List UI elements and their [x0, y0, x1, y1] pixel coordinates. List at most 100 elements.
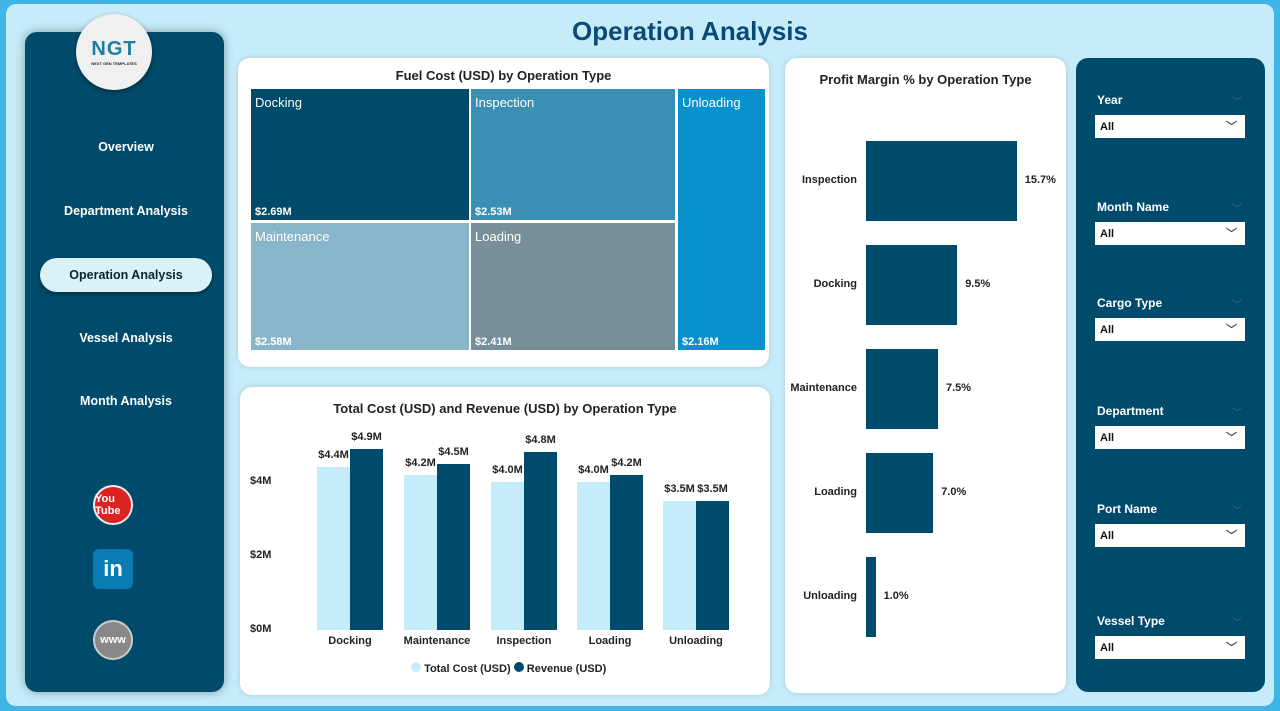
nav-overview[interactable]: Overview — [98, 140, 154, 154]
filter-value: All — [1100, 324, 1115, 336]
data-label: 7.0% — [941, 486, 967, 498]
revenue-bar[interactable] — [350, 448, 383, 630]
cost-revenue-title: Total Cost (USD) and Revenue (USD) by Op… — [333, 401, 677, 416]
y-tick-label: $2M — [250, 549, 272, 561]
revenue-bar[interactable] — [696, 500, 729, 630]
chevron-down-icon[interactable]: ﹀ — [1232, 506, 1242, 517]
profit-bar[interactable] — [866, 245, 958, 325]
cost-bar[interactable] — [491, 482, 524, 630]
x-tick-label: Loading — [588, 635, 632, 647]
profit-bar[interactable] — [866, 557, 876, 637]
globe-icon[interactable]: www — [93, 620, 133, 660]
treemap-tile[interactable]: Docking $2.69M — [250, 88, 470, 221]
chart-legend: Total Cost (USD) Revenue (USD) — [411, 662, 606, 675]
filter-label: Vessel Type — [1097, 614, 1165, 628]
data-label: $4.9M — [351, 430, 382, 443]
category-label: Unloading — [803, 590, 857, 602]
filter-value: All — [1100, 228, 1115, 240]
treemap-tile[interactable]: Loading $2.41M — [470, 222, 676, 351]
data-label: $4.4M — [318, 449, 349, 462]
nav-month-analysis[interactable]: Month Analysis — [80, 394, 172, 408]
data-label: $4.5M — [438, 445, 469, 458]
filter-dropdown[interactable]: All ﹀ — [1095, 524, 1245, 547]
filter-dropdown[interactable]: All ﹀ — [1095, 318, 1245, 341]
filter-label: Year — [1097, 93, 1123, 107]
chevron-down-icon: ﹀ — [1226, 228, 1237, 240]
filter-value: All — [1100, 432, 1115, 444]
legend-revenue: Revenue (USD) — [526, 663, 607, 675]
data-label: $4.0M — [492, 464, 523, 476]
data-label: 7.5% — [946, 382, 972, 394]
treemap-tile-value: $2.69M — [255, 206, 292, 218]
treemap-tile[interactable]: Maintenance $2.58M — [250, 222, 470, 351]
treemap-tile[interactable]: Inspection $2.53M — [470, 88, 676, 221]
treemap-tile-name: Maintenance — [255, 229, 330, 244]
filter-panel — [1076, 58, 1265, 692]
cost-bar[interactable] — [404, 474, 437, 630]
logo: NGT NEXT GEN TEMPLATES — [76, 14, 152, 90]
filter-label: Port Name — [1097, 502, 1158, 516]
filter-dropdown[interactable]: All ﹀ — [1095, 222, 1245, 245]
filter-value: All — [1100, 530, 1115, 542]
profit-bar[interactable] — [866, 453, 934, 533]
logo-text: NGT — [91, 38, 137, 60]
profit-bar[interactable] — [866, 349, 938, 429]
treemap-tile-value: $2.41M — [475, 336, 512, 348]
data-label: $4.2M — [405, 456, 436, 469]
filter-value: All — [1100, 121, 1115, 133]
category-label: Docking — [813, 278, 857, 290]
chevron-down-icon: ﹀ — [1226, 121, 1237, 133]
profit-bar[interactable] — [866, 141, 1017, 221]
revenue-bar[interactable] — [437, 463, 470, 630]
legend-swatch-cost — [411, 662, 421, 672]
nav-operation-analysis[interactable]: Operation Analysis — [40, 258, 212, 292]
chevron-down-icon: ﹀ — [1226, 324, 1237, 336]
x-tick-label: Docking — [328, 635, 372, 647]
x-tick-label: Maintenance — [403, 635, 471, 647]
revenue-bar[interactable] — [610, 474, 643, 630]
data-label: 9.5% — [965, 278, 991, 290]
treemap-tile-value: $2.16M — [682, 336, 719, 348]
treemap-title: Fuel Cost (USD) by Operation Type — [395, 68, 612, 83]
x-tick-label: Unloading — [669, 635, 723, 647]
chevron-down-icon: ﹀ — [1226, 530, 1237, 542]
logo-subtitle: NEXT GEN TEMPLATES — [91, 61, 137, 66]
chevron-down-icon[interactable]: ﹀ — [1232, 618, 1242, 629]
linkedin-icon[interactable]: in — [93, 549, 133, 589]
filter-label: Department — [1097, 404, 1164, 418]
treemap-tile-name: Inspection — [475, 95, 535, 110]
treemap-tile-name: Loading — [475, 229, 522, 244]
data-label: $4.8M — [525, 434, 556, 447]
chevron-down-icon[interactable]: ﹀ — [1232, 204, 1242, 215]
filter-value: All — [1100, 642, 1115, 654]
youtube-icon[interactable]: You Tube — [93, 485, 133, 525]
profit-margin-title: Profit Margin % by Operation Type — [819, 72, 1032, 87]
y-tick-label: $4M — [250, 475, 272, 487]
page-title: Operation Analysis — [572, 16, 808, 46]
treemap-tile[interactable]: Unloading $2.16M — [677, 88, 766, 351]
chevron-down-icon[interactable]: ﹀ — [1232, 408, 1242, 419]
revenue-bar[interactable] — [524, 452, 557, 630]
filter-dropdown[interactable]: All ﹀ — [1095, 115, 1245, 138]
cost-bar[interactable] — [317, 467, 350, 630]
filter-label: Month Name — [1097, 200, 1169, 214]
filter-label: Cargo Type — [1097, 296, 1163, 310]
nav-vessel-analysis[interactable]: Vessel Analysis — [79, 331, 173, 345]
data-label: $3.5M — [697, 482, 728, 495]
category-label: Maintenance — [790, 382, 857, 394]
y-tick-label: $0M — [250, 623, 272, 635]
chevron-down-icon[interactable]: ﹀ — [1232, 97, 1242, 108]
chevron-down-icon[interactable]: ﹀ — [1232, 300, 1242, 311]
cost-bar[interactable] — [577, 482, 610, 630]
chevron-down-icon: ﹀ — [1226, 642, 1237, 654]
treemap-tile-value: $2.58M — [255, 336, 292, 348]
data-label: 1.0% — [883, 590, 909, 602]
data-label: 15.7% — [1024, 174, 1056, 186]
data-label: $4.0M — [578, 464, 609, 476]
filter-dropdown[interactable]: All ﹀ — [1095, 636, 1245, 659]
legend-cost: Total Cost (USD) — [424, 663, 511, 675]
cost-bar[interactable] — [663, 500, 696, 630]
filter-dropdown[interactable]: All ﹀ — [1095, 426, 1245, 449]
nav-department-analysis[interactable]: Department Analysis — [64, 204, 188, 218]
chevron-down-icon: ﹀ — [1226, 432, 1237, 444]
